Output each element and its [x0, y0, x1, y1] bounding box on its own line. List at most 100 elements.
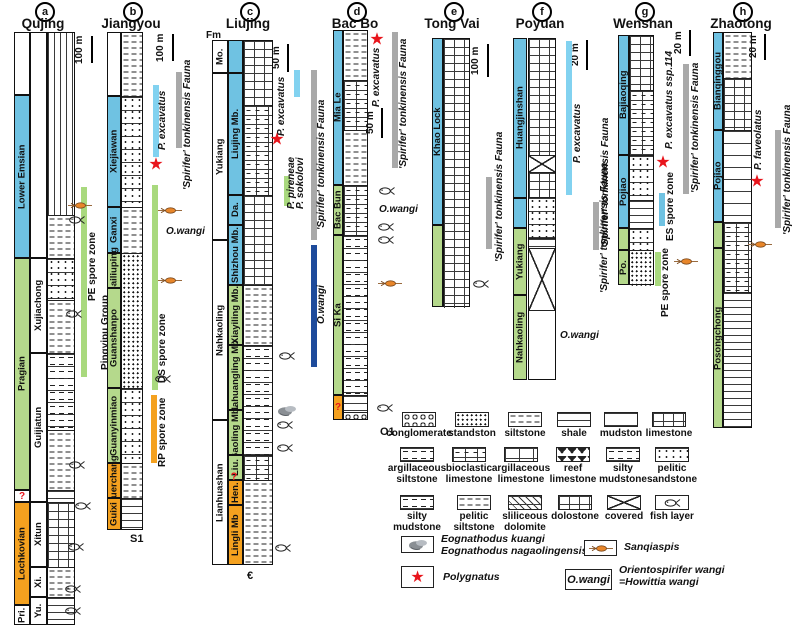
lith-column-b — [121, 32, 143, 531]
lith-segment-hlines — [724, 293, 751, 429]
formation-strip-segment: Po. — [618, 250, 629, 285]
lith-segment-dash — [244, 286, 272, 346]
lith-segment-dots — [48, 259, 74, 301]
lith-segment-hlines — [344, 396, 367, 413]
panel-letter-a: a — [35, 2, 55, 22]
polygnatus-star-icon: ★ — [410, 569, 425, 586]
range-bar — [284, 176, 290, 206]
fish-icon — [69, 212, 86, 230]
lith-segment-vlines — [48, 33, 74, 216]
lith-segment-bricks-dash — [244, 106, 272, 196]
lith-column-h — [723, 32, 752, 429]
formation-label: Guijiatun — [33, 406, 44, 449]
range-bar — [311, 70, 317, 240]
panel-letter-c: c — [240, 2, 260, 22]
fish-icon — [378, 232, 395, 250]
formation-strip-segment — [30, 32, 47, 258]
formation-strip-segment: Bac Bun — [333, 185, 344, 235]
legend-label: siltstone — [504, 428, 546, 439]
legend-symbol-box-eognathodus — [401, 536, 434, 553]
range-bar — [593, 202, 599, 250]
lith-segment-hlines — [48, 598, 74, 626]
legend-label: silty mudstone — [393, 511, 441, 533]
scale-bar-g — [689, 30, 692, 56]
formation-strip-segment: Nahkaoling — [513, 295, 527, 380]
formation-strip-segment: Liujing Mb. — [228, 73, 243, 195]
formation-strip-segment — [14, 32, 30, 95]
eognathodus-icon — [276, 404, 298, 422]
lith-segment-dots — [122, 97, 142, 208]
owangi-box-label: O.wangi — [567, 573, 610, 586]
formation-label: Hen. — [230, 482, 241, 503]
lith-segment-blank — [529, 311, 555, 381]
legend-swatch-mudston — [604, 412, 638, 427]
formation-label: Huangjinshan — [514, 86, 526, 150]
annotation-text-vertical: P. faveolatus — [752, 109, 764, 171]
question-mark: ? — [230, 471, 238, 483]
panel-title-h: Zhaotong — [710, 16, 772, 31]
formation-strip-segment: Da. — [228, 195, 243, 225]
formation-strip-segment: Mia Le — [333, 30, 344, 185]
range-bar — [566, 41, 572, 195]
scale-bar-a — [91, 36, 94, 63]
lith-segment-hlines — [529, 239, 555, 249]
fish-icon — [279, 348, 296, 366]
panel-letter-b: b — [123, 2, 143, 22]
lith-segment-circles — [344, 413, 367, 421]
lith-segment-dashline — [48, 354, 74, 431]
panel-title-c: Liujing — [225, 16, 271, 31]
formation-label: Guanyinmiao — [108, 395, 120, 456]
formation-strip-segment — [513, 198, 527, 228]
fish-icon — [65, 581, 82, 599]
formation-label: Yu. — [33, 603, 44, 619]
formation-label: Liujing Mb. — [230, 108, 241, 160]
fish-icon — [275, 540, 292, 558]
panel-title-e: Tong Vai — [424, 16, 480, 31]
legend-swatch-covered — [607, 495, 641, 510]
panel-title-d: Bac Bo — [331, 16, 379, 31]
formation-strip-segment: Posongchong — [713, 248, 724, 428]
lith-column-f — [528, 38, 556, 380]
lith-segment-dash — [48, 301, 74, 354]
panel-title-g: Wenshan — [613, 16, 673, 31]
legend-swatch-reef-limestone — [556, 447, 590, 462]
formation-label: ? — [18, 490, 26, 502]
annotation-text-vertical: 'Spirifer' tonkinensis Fauna — [599, 117, 611, 249]
lith-segment-xcover — [529, 249, 555, 311]
lith-column-e — [443, 38, 470, 308]
polygnatus-star-icon: ★ — [369, 29, 385, 49]
lith-segment-dots-dense — [630, 251, 653, 286]
range-bar — [655, 252, 661, 286]
scale-label-a: 100 m — [73, 35, 85, 64]
formation-strip-segment: Muerchang — [107, 455, 121, 506]
formation-strip-segment: Guanyinmiao — [107, 388, 121, 463]
lith-segment-bricks-dash — [724, 223, 751, 293]
lith-segment-dots-dense — [122, 254, 142, 389]
annotation-text-vertical: P. excavatus — [571, 103, 583, 163]
legend-label: limestone — [645, 428, 693, 439]
range-bar — [176, 72, 182, 148]
legend-label: conglomerate — [386, 428, 452, 439]
formation-strip-segment: Lianhuashan — [212, 420, 228, 565]
range-bar — [81, 187, 87, 377]
formation-label: Pojiao — [712, 161, 724, 191]
fish-icon — [277, 440, 294, 458]
annotation-text-vertical: P. excavatus — [370, 47, 382, 107]
sanqiaspis-icon — [67, 197, 93, 215]
formation-label: Guanshanpo — [108, 308, 120, 368]
lith-column-a — [47, 32, 75, 626]
legend-label: argillaceous limestone — [491, 463, 551, 485]
formation-label: Nahkaoling — [214, 304, 226, 356]
column-base-label: S1 — [130, 533, 144, 545]
formation-label: Khao Lock — [432, 107, 443, 156]
legend-symbol-label: Sanqiaspis — [624, 541, 680, 553]
legend-swatch-bioclastic-limestone — [452, 447, 486, 462]
formation-strip-segment: ? — [14, 490, 30, 502]
formation-strip-segment: Liu. — [228, 455, 243, 480]
formation-label: Bailiuping — [108, 247, 120, 294]
legend-swatch-argillaceous-siltstone — [400, 447, 434, 462]
scale-label-b: 100 m — [154, 33, 166, 62]
formation-strip-segment: Pri. — [14, 605, 30, 625]
lith-segment-dash — [122, 33, 142, 97]
lith-segment-bricks-dash — [630, 91, 653, 156]
